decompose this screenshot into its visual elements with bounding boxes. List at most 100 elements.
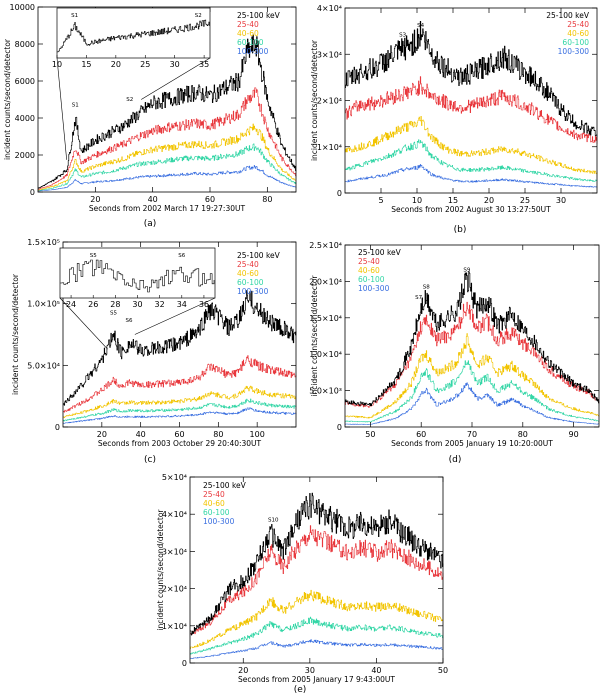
legend-entry: 100-300 (237, 47, 269, 56)
series-line-40-60 (190, 589, 443, 649)
x-tick-label: 10 (412, 196, 422, 205)
peak-marker-label: S5 (110, 310, 117, 316)
x-tick-label: 50 (438, 666, 448, 675)
inset-peak-marker-label: S6 (178, 253, 185, 259)
peak-marker-label: S1 (72, 103, 79, 109)
plot-frame (189, 476, 444, 664)
inset-x-tick-label: 25 (140, 60, 150, 69)
x-tick-label: 5 (378, 196, 383, 205)
x-tick-label: 20 (97, 430, 107, 439)
x-axis-label: Seconds from 2003 October 29 20:40:30UT (98, 439, 262, 448)
x-tick-label: 15 (448, 196, 458, 205)
x-tick-label: 20 (238, 666, 248, 675)
series-line-100-300 (345, 382, 600, 425)
legend-entry: 25-100 keV (237, 251, 281, 260)
y-tick-label: 5×10⁴ (162, 473, 187, 482)
inset-x-tick-label: 34 (177, 300, 187, 309)
x-tick-label: 80 (213, 430, 223, 439)
legend-entry: 25-40 (358, 257, 380, 266)
y-tick-label: 2×10⁴ (162, 585, 187, 594)
y-tick-label: 8000 (15, 40, 35, 49)
legend-entry: 25-40 (237, 260, 259, 269)
inset-x-tick-label: 26 (88, 300, 98, 309)
x-tick-label: 40 (136, 430, 146, 439)
series-line-100-300 (345, 164, 598, 188)
inset-x-tick-label: 36 (199, 300, 209, 309)
series-line-100-300 (38, 165, 297, 192)
x-axis-label: Seconds from 2005 January 17 9:43:00UT (238, 675, 395, 684)
series-line-25-100-keV (63, 290, 297, 406)
x-tick-label: 90 (569, 430, 579, 439)
series-line-60-100 (345, 139, 598, 182)
y-tick-label: 0 (337, 423, 342, 432)
y-axis-label: incident counts/second/detector (310, 275, 319, 397)
series-line-100-300 (190, 639, 443, 659)
legend-entry: 60-100 (203, 508, 230, 517)
legend-entry: 40-60 (358, 266, 380, 275)
peak-marker-label: S4 (417, 23, 424, 29)
y-tick-label: 2.5×10⁴ (309, 241, 342, 250)
legend-entry: 60-100 (237, 38, 264, 47)
inset-peak-marker-label: S2 (195, 13, 202, 19)
y-tick-label: 3×10⁴ (162, 547, 187, 556)
x-axis-label: Seconds from 2002 August 30 13:27:50UT (391, 205, 551, 214)
series-line-100-300 (63, 407, 297, 424)
inset-x-tick-label: 20 (111, 60, 121, 69)
series-line-25-100-keV (38, 34, 297, 189)
series-line-25-40 (38, 87, 297, 190)
y-tick-label: 0 (182, 659, 187, 668)
x-tick-label: 25 (520, 196, 530, 205)
legend-entry: 100-300 (237, 287, 269, 296)
series-line-25-100-keV (345, 271, 600, 407)
y-tick-label: 1.5×10⁴ (309, 314, 342, 323)
x-tick-label: 60 (174, 430, 184, 439)
peak-marker-label: S6 (126, 318, 133, 324)
x-tick-label: 50 (365, 430, 375, 439)
legend-entry: 100-300 (558, 47, 590, 56)
x-axis-label: Seconds from 2002 March 17 19:27:30UT (89, 204, 246, 213)
y-tick-label: 1.0×10⁴ (309, 350, 342, 359)
inset-series-line (60, 259, 215, 293)
legend-entry: 60-100 (562, 38, 589, 47)
legend-entry: 100-300 (358, 284, 390, 293)
y-axis-label: incident counts/second/detector (156, 509, 165, 631)
y-tick-label: 1.0×10⁵ (27, 300, 60, 309)
y-axis-label: incident counts/second/detector (310, 39, 319, 161)
x-tick-label: 40 (148, 195, 158, 204)
inset-x-tick-label: 24 (66, 300, 76, 309)
peak-marker-label: S8 (423, 284, 430, 290)
y-tick-label: 0 (55, 423, 60, 432)
caption-b: (b) (454, 225, 467, 235)
inset-x-tick-label: 10 (52, 60, 62, 69)
inset-connector-line (134, 297, 216, 335)
y-tick-label: 4×10⁴ (317, 4, 342, 13)
x-tick-label: 30 (305, 666, 315, 675)
y-axis-label: incident counts/second/detector (3, 38, 12, 160)
inset-x-tick-label: 15 (81, 60, 91, 69)
chart-panel-a: 20 40 60 80 0 2000 4000 6000 8000 10000 Seconds fr… (3, 3, 297, 213)
y-tick-label: 2.0×10⁴ (309, 277, 342, 286)
peak-marker-label: S7 (415, 295, 422, 301)
series-line-60-100 (190, 616, 444, 655)
caption-c: (c) (144, 455, 156, 465)
x-tick-label: 100 (250, 430, 265, 439)
series-line-40-60 (345, 333, 600, 419)
y-tick-label: 0 (337, 189, 342, 198)
legend-entry: 40-60 (237, 269, 259, 278)
plot-frame (37, 6, 297, 193)
series-line-40-60 (345, 116, 598, 175)
caption-d: (d) (449, 455, 462, 465)
inset-x-tick-label: 28 (110, 300, 120, 309)
series-line-25-40 (345, 301, 600, 408)
inset-peak-marker-label: S5 (90, 253, 97, 259)
plot-frame (344, 7, 598, 194)
peak-marker-label: S2 (126, 97, 133, 103)
x-tick-label: 20 (90, 195, 100, 204)
inset-connector-line (56, 57, 67, 160)
legend-entry: 25-100 keV (203, 481, 247, 490)
legend-entry: 25-40 (203, 490, 225, 499)
inset-x-tick-label: 32 (155, 300, 165, 309)
inset-frame (59, 247, 216, 299)
legend-entry: 40-60 (237, 29, 259, 38)
